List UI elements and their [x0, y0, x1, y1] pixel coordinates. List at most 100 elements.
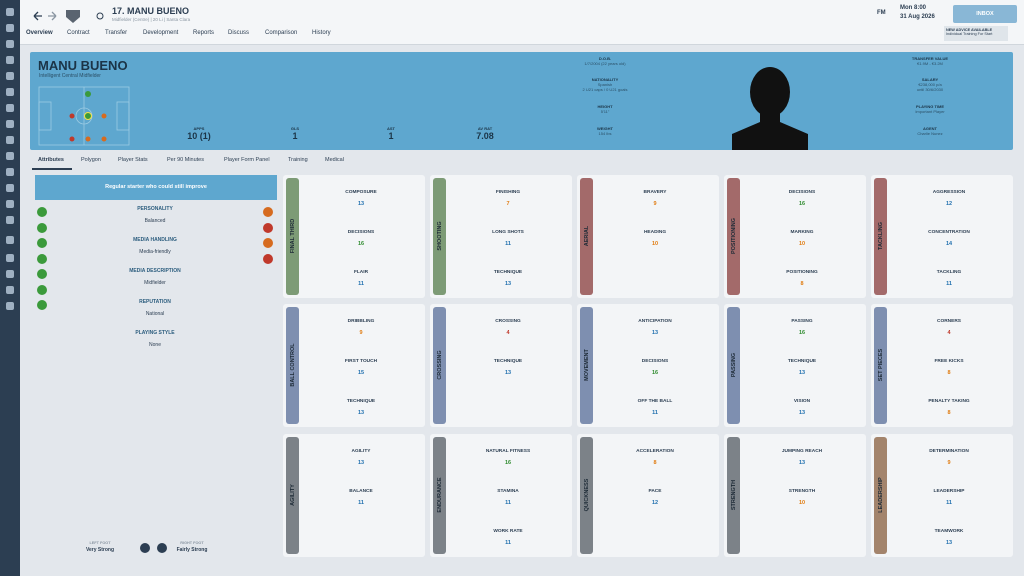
trait-icon[interactable]	[263, 222, 273, 233]
tab[interactable]: Polygon	[81, 157, 101, 163]
attribute-value: 13	[798, 370, 806, 376]
attribute-name: ACCELERATION	[636, 449, 674, 454]
attribute-value: 15	[357, 370, 365, 376]
group-title: QUICKNESS	[583, 478, 590, 512]
advice-box[interactable]: NEW ADVICE AVAILABLE Individual Training …	[944, 26, 1008, 41]
tab[interactable]: Medical	[325, 157, 344, 163]
attribute-value: 11	[652, 410, 658, 416]
attribute-value: 13	[504, 370, 512, 376]
tab[interactable]: Player Form Panel	[224, 157, 270, 163]
group-title: TACKLING	[877, 221, 884, 251]
attribute-value: 12	[945, 201, 953, 207]
nav-item[interactable]: Transfer	[105, 30, 128, 36]
group-bar	[286, 178, 299, 295]
stat-label: AV RAT	[477, 126, 493, 131]
stat-label: GLS	[290, 126, 300, 131]
player-banner	[30, 52, 1013, 150]
profile-label: PERSONALITY	[137, 206, 173, 212]
trait-icon[interactable]	[263, 253, 273, 264]
group-bar	[874, 437, 887, 554]
attribute-value: 10	[798, 500, 806, 506]
attribute-card	[724, 434, 866, 557]
info-label: WEIGHT	[597, 126, 613, 131]
sidebar	[0, 0, 20, 576]
attribute-name: OFF THE BALL	[637, 399, 673, 404]
attribute-value: 9	[653, 201, 657, 207]
attribute-name: TACKLING	[936, 270, 962, 275]
attribute-value: 8	[800, 281, 804, 287]
trait-icon[interactable]	[263, 238, 273, 248]
profile-value: National	[145, 311, 165, 317]
nav-item[interactable]: Overview	[26, 30, 53, 36]
group-title: AGILITY	[289, 484, 296, 506]
nav-item[interactable]: Discuss	[228, 30, 250, 36]
info-label: TRANSFER VALUE	[911, 56, 949, 61]
tab[interactable]: Per 90 Minutes	[167, 157, 204, 163]
attribute-value: 7	[506, 201, 510, 207]
attribute-name: POSITIONING	[786, 270, 818, 275]
tab-underline	[32, 168, 72, 170]
trait-icon[interactable]	[37, 253, 47, 264]
attribute-name: MARKING	[790, 230, 814, 235]
info-value: Charlie Nunez	[917, 131, 943, 136]
info-value: €1.9M - €3.2M	[917, 61, 943, 66]
attribute-value: 13	[357, 460, 365, 466]
trait-icon[interactable]	[37, 300, 47, 310]
group-bar	[433, 178, 446, 295]
attribute-name: ANTICIPATION	[638, 319, 672, 324]
group-title: SHOOTING	[436, 221, 443, 251]
attribute-name: DECISIONS	[788, 190, 816, 195]
attribute-card	[871, 175, 1013, 298]
group-title: STRENGTH	[730, 479, 737, 511]
profile-label: REPUTATION	[139, 299, 171, 305]
player-title: 17. MANU BUENO	[112, 6, 190, 16]
tab[interactable]: Player Stats	[118, 157, 148, 163]
fm-logo[interactable]: FM	[877, 10, 886, 16]
trait-icon[interactable]	[37, 284, 47, 295]
attribute-value: 14	[945, 241, 953, 247]
attribute-value: 16	[504, 460, 512, 466]
trait-icon[interactable]	[37, 207, 47, 217]
nav-item[interactable]: History	[312, 30, 331, 36]
nav-item[interactable]: Comparison	[265, 30, 298, 36]
attribute-name: FLAIR	[353, 270, 369, 275]
attribute-name: DECISIONS	[641, 359, 669, 364]
profile-value: Balanced	[144, 218, 166, 224]
attribute-name: COMPOSURE	[345, 190, 377, 195]
attribute-value: 12	[651, 500, 659, 506]
attribute-value: 13	[798, 410, 806, 416]
profile-value: Media-friendly	[139, 249, 171, 255]
attribute-name: BALANCE	[349, 489, 373, 494]
info-label: D.O.B.	[598, 56, 612, 61]
advice-title: NEW ADVICE AVAILABLE	[946, 28, 993, 32]
attribute-name: FIRST TOUCH	[344, 359, 378, 364]
nav-item[interactable]: Contract	[67, 30, 90, 36]
trait-icon[interactable]	[37, 222, 47, 233]
attribute-value: 11	[505, 241, 511, 247]
attribute-card	[577, 434, 719, 557]
info-label: NATIONALITY	[591, 77, 619, 82]
stat-value: 1	[388, 131, 394, 141]
inbox-button[interactable]: INBOX	[953, 5, 1017, 23]
attribute-name: TECHNIQUE	[493, 270, 523, 275]
attribute-name: PACE	[648, 489, 662, 494]
attribute-value: 11	[358, 281, 364, 287]
attribute-card	[577, 304, 719, 427]
tab[interactable]: Training	[288, 157, 308, 163]
attribute-card	[430, 175, 572, 298]
group-bar	[874, 178, 887, 295]
tab[interactable]: Attributes	[38, 157, 64, 163]
trait-icon[interactable]	[263, 207, 273, 217]
attribute-value: 11	[505, 500, 511, 506]
attribute-value: 11	[505, 540, 511, 546]
nav-item[interactable]: Reports	[193, 30, 215, 36]
info-label: PLAYING TIME	[915, 104, 945, 109]
foot-icon	[140, 543, 150, 553]
trait-icon[interactable]	[37, 269, 47, 279]
nav-item[interactable]: Development	[143, 30, 179, 36]
attribute-value: 13	[357, 410, 365, 416]
advice-text: Individual Training For Start	[946, 32, 993, 36]
trait-icon[interactable]	[37, 238, 47, 248]
banner-role: Intelligent Central Midfielder	[39, 73, 101, 79]
attribute-value: 4	[506, 330, 510, 336]
